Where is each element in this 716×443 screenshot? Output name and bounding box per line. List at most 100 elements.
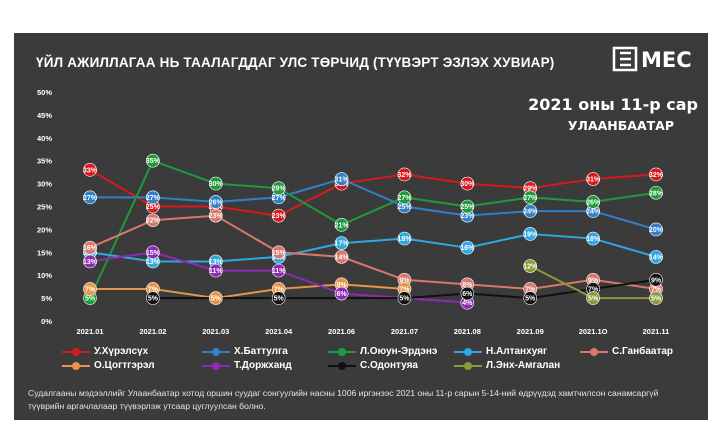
- y-tick-label: 30%: [37, 180, 52, 189]
- data-point: [523, 227, 538, 241]
- data-label: 17%: [335, 241, 350, 248]
- data-label: 7%: [399, 286, 410, 293]
- data-point: [83, 190, 97, 205]
- data-point: [397, 190, 412, 205]
- legend-marker-icon: [328, 347, 356, 356]
- data-point: [649, 222, 663, 237]
- data-label: 11%: [209, 268, 223, 275]
- data-label: 5%: [211, 296, 222, 303]
- legend-marker-icon: [62, 361, 90, 370]
- data-label: 27%: [397, 195, 412, 202]
- data-label: 35%: [146, 158, 161, 165]
- legend-marker-icon: [454, 347, 482, 356]
- data-point: [397, 291, 412, 305]
- data-point: [146, 190, 160, 205]
- data-label: 24%: [523, 209, 538, 216]
- data-label: 5%: [651, 296, 662, 303]
- series-line-2: [89, 159, 657, 299]
- data-point: [146, 153, 160, 168]
- x-tick-label: 2021.11: [643, 327, 670, 336]
- y-tick-label: 10%: [37, 271, 52, 280]
- data-point: [208, 208, 223, 223]
- data-point: [146, 213, 160, 228]
- data-point: [208, 263, 223, 278]
- data-label: 6%: [462, 291, 473, 298]
- data-label: 27%: [146, 195, 161, 202]
- data-point: [83, 163, 97, 177]
- data-label: 20%: [649, 227, 664, 234]
- legend-label: О.Цогтгэрэл: [94, 360, 155, 371]
- x-tick-label: 2021.04: [265, 327, 293, 336]
- data-label: 7%: [651, 286, 662, 293]
- data-point: [208, 291, 223, 305]
- legend-item: Л.Энх-Амгалан: [454, 360, 560, 371]
- data-point: [460, 176, 475, 191]
- y-tick-label: 45%: [37, 111, 52, 120]
- data-point: [334, 236, 349, 250]
- data-label: 30%: [460, 181, 475, 188]
- data-point: [649, 185, 663, 200]
- data-label: 5%: [274, 296, 285, 303]
- data-point: [586, 291, 600, 305]
- data-label: 7%: [148, 286, 159, 293]
- data-label: 5%: [588, 296, 599, 303]
- legend-marker-icon: [580, 347, 608, 356]
- data-label: 23%: [272, 213, 287, 220]
- data-label: 22%: [146, 218, 161, 225]
- data-point: [83, 254, 97, 269]
- legend-marker-icon: [202, 347, 230, 356]
- legend-label: Х.Баттулга: [234, 346, 288, 357]
- logo-text: MEC: [641, 48, 692, 72]
- data-label: 11%: [272, 268, 286, 275]
- legend-item: О.Цогтгэрэл: [62, 360, 154, 371]
- data-label: 28%: [649, 190, 664, 197]
- data-label: 5%: [399, 296, 410, 303]
- data-point: [271, 291, 286, 305]
- data-point: [208, 176, 223, 191]
- series-line-0: [89, 168, 657, 217]
- subtitle-date: 2021 оны 11-р сар: [528, 95, 698, 114]
- legend-label: Н.Алтанхуяг: [486, 346, 548, 357]
- legend-item: С.Одонтуяа: [328, 360, 418, 371]
- data-point: [586, 231, 600, 246]
- data-label: 5%: [85, 296, 96, 303]
- data-point: [83, 240, 97, 255]
- data-point: [334, 218, 349, 232]
- data-label: 5%: [148, 296, 159, 303]
- data-label: 31%: [586, 177, 601, 184]
- data-label: 4%: [462, 300, 473, 307]
- data-point: [586, 195, 600, 209]
- data-label: 18%: [586, 236, 601, 243]
- x-tick-label: 2021.1O: [579, 327, 608, 336]
- data-label: 15%: [272, 250, 287, 257]
- x-tick-label: 2021.01: [76, 327, 103, 336]
- y-tick-label: 5%: [41, 294, 52, 303]
- data-point: [271, 263, 286, 278]
- data-label: 6%: [336, 291, 347, 298]
- data-label: 13%: [83, 259, 98, 266]
- y-tick-label: 50%: [37, 88, 52, 97]
- data-point: [523, 190, 538, 205]
- data-label: 12%: [523, 264, 538, 271]
- data-label: 33%: [83, 167, 98, 174]
- chart-panel: [14, 33, 708, 420]
- data-label: 8%: [336, 282, 347, 289]
- data-label: 14%: [649, 254, 664, 261]
- legend-label: У.Хүрэлсүх: [94, 346, 149, 357]
- data-point: [334, 250, 349, 264]
- legend-label: С.Одонтуяа: [360, 360, 418, 371]
- data-label: 7%: [525, 286, 536, 293]
- legend-item: Х.Баттулга: [202, 346, 288, 357]
- data-label: 13%: [146, 259, 161, 266]
- data-label: 24%: [586, 209, 601, 216]
- data-point: [83, 282, 97, 296]
- data-label: 23%: [209, 213, 224, 220]
- data-point: [397, 231, 412, 246]
- data-label: 16%: [83, 245, 98, 252]
- data-label: 5%: [525, 296, 536, 303]
- data-label: 15%: [146, 250, 161, 257]
- y-tick-label: 15%: [37, 248, 52, 257]
- data-point: [523, 259, 538, 273]
- data-label: 27%: [83, 195, 98, 202]
